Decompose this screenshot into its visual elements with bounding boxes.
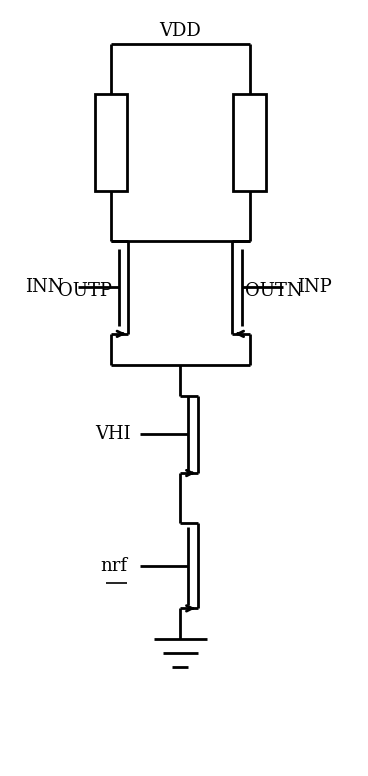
Text: VDD: VDD [159,22,201,40]
Text: INN: INN [25,279,63,296]
Text: OUTN: OUTN [245,282,302,300]
Text: INP: INP [297,279,332,296]
Text: OUTP: OUTP [59,282,112,300]
Text: VHI: VHI [95,425,131,443]
Text: nrf: nrf [100,557,127,575]
Bar [95,94,127,191]
Bar [233,94,266,191]
